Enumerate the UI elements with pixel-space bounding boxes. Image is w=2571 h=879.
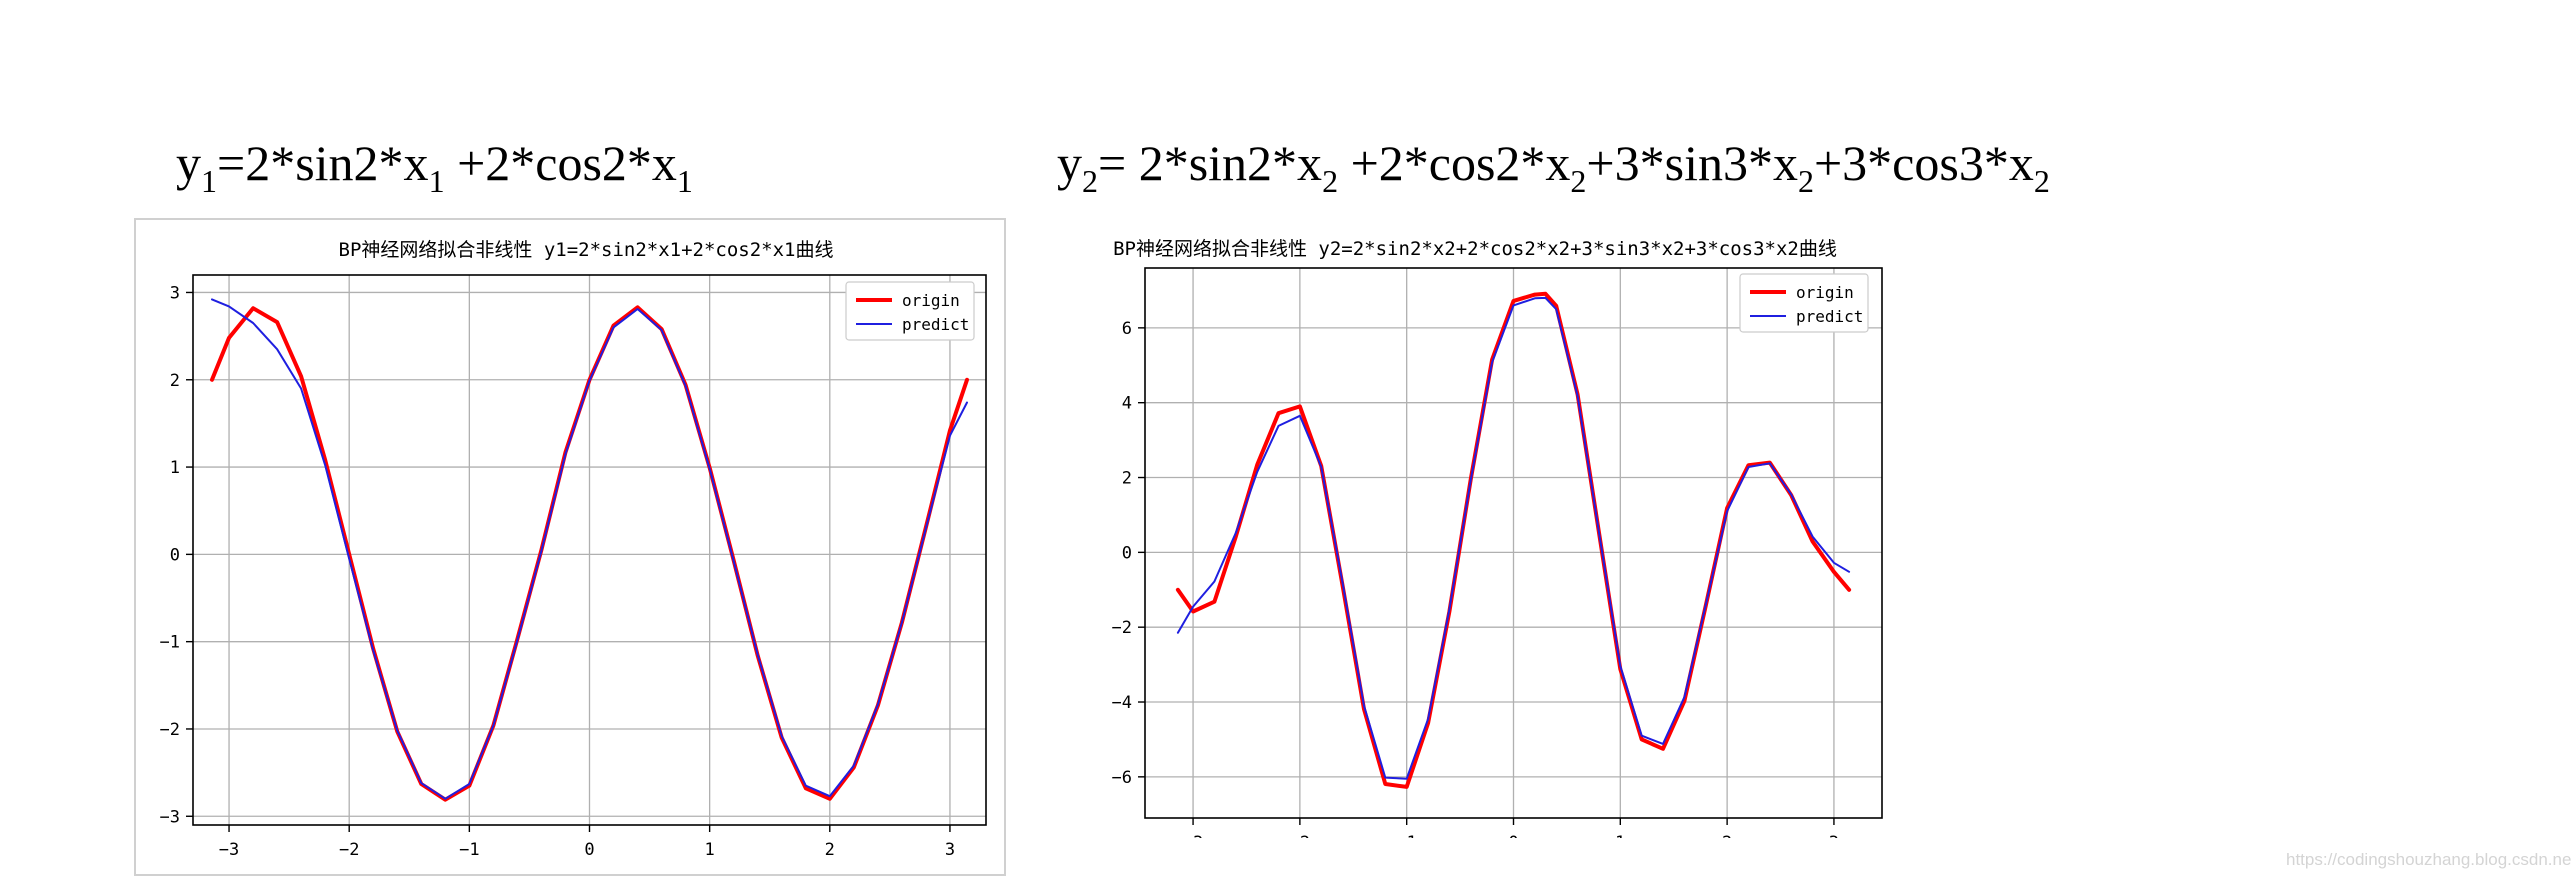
formula-y1-term2: +2*cos2*x [444, 135, 677, 191]
chart-1-xtick-label: 0 [584, 840, 594, 860]
chart-1-ytick-label: −3 [160, 807, 180, 827]
chart-1-legend-label-origin: origin [902, 291, 960, 310]
chart-1-title: BP神经网络拟合非线性 y1=2*sin2*x1+2*cos2*x1曲线 [339, 239, 834, 261]
chart-1-ytick-label: −2 [160, 720, 180, 740]
chart-2-ytick-label: 2 [1122, 469, 1132, 489]
chart-2-series-origin [1175, 291, 1852, 789]
chart-2-series-predict [1176, 296, 1851, 780]
formula-y2: y2= 2*sin2*x2 +2*cos2*x2+3*sin3*x2+3*cos… [1057, 135, 2050, 197]
chart-1-xtick-label: 3 [945, 840, 955, 860]
chart-1: BP神经网络拟合非线性 y1=2*sin2*x1+2*cos2*x1曲线 −3 −2… [160, 239, 987, 860]
chart-2-xtick-label: −2 [1290, 833, 1310, 838]
chart-1-ytick-label: 3 [170, 283, 180, 303]
chart-1-ytick-label: 1 [170, 458, 180, 478]
chart-1-xtick-label: 2 [825, 840, 835, 860]
chart-1-ytick-label: −1 [160, 633, 180, 653]
formula-y1-lhs-sub: 1 [201, 163, 217, 199]
chart-1-xtick-label: 1 [705, 840, 715, 860]
chart-2-xtick-label: −1 [1396, 833, 1416, 838]
formula-y2-term3: +3*sin3*x [1586, 135, 1798, 191]
chart-2-ytick-label: 4 [1122, 394, 1132, 414]
chart-1-xtick-label: −3 [219, 840, 239, 860]
formula-y1-lhs: y [176, 135, 201, 191]
chart-2-xtick-label: 3 [1829, 833, 1839, 838]
chart-1-legend-label-predict: predict [902, 315, 969, 334]
chart-1-series-predict [211, 298, 968, 800]
formula-y2-term1: = 2*sin2*x [1098, 135, 1323, 191]
formula-y2-sub4: 2 [2033, 163, 2050, 199]
watermark: https://codingshouzhang.blog.csdn.net [2286, 850, 2571, 869]
chart-2-frame: BP神经网络拟合非线性 y2=2*sin2*x2+2*cos2*x2+3*sin… [1080, 218, 1910, 853]
formula-y2-term4: +3*cos3*x [1813, 135, 2034, 191]
chart-2-xtick-label: 1 [1615, 833, 1625, 838]
chart-2: BP神经网络拟合非线性 y2=2*sin2*x2+2*cos2*x2+3*sin… [1112, 238, 1883, 853]
formula-y2-lhs-sub: 2 [1082, 163, 1098, 199]
chart-2-xtick-label: 2 [1722, 833, 1732, 838]
chart-1-xtick-label: −2 [339, 840, 359, 860]
formula-y2-sub3: 2 [1797, 163, 1814, 199]
chart-2-title: BP神经网络拟合非线性 y2=2*sin2*x2+2*cos2*x2+3*sin… [1113, 238, 1837, 260]
chart-1-ytick-label: 2 [170, 371, 180, 391]
formula-y1-sub2: 1 [676, 163, 693, 199]
chart-2-legend-box [1739, 273, 1869, 333]
formula-y2-lhs: y [1057, 135, 1082, 191]
chart-1-ytick-label: 0 [170, 545, 180, 565]
formula-y2-sub2: 2 [1570, 163, 1587, 199]
chart-1-xtick-label: −1 [459, 840, 479, 860]
formula-y1-term1: =2*sin2*x [217, 135, 429, 191]
chart-1-legend-box [845, 281, 975, 341]
formula-y1-sub1: 1 [428, 163, 445, 199]
chart-1-frame: BP神经网络拟合非线性 y1=2*sin2*x1+2*cos2*x1曲线 −3 −2… [134, 218, 1006, 876]
chart-2-xtick-label: 0 [1508, 833, 1518, 838]
formula-y2-term2: +2*cos2*x [1338, 135, 1571, 191]
chart-2-ytick-label: −2 [1112, 618, 1132, 638]
chart-2-ytick-label: 6 [1122, 319, 1132, 339]
chart-2-legend-label-origin: origin [1796, 283, 1854, 302]
formula-y2-sub1: 2 [1322, 163, 1339, 199]
formula-y1: y1=2*sin2*x1 +2*cos2*x1 [176, 135, 693, 197]
chart-2-xtick-label: −3 [1183, 833, 1203, 838]
chart-2-ytick-label: −4 [1112, 693, 1132, 713]
chart-2-ytick-label: −6 [1112, 768, 1132, 788]
chart-2-ytick-label: 0 [1122, 543, 1132, 563]
chart-2-legend-label-predict: predict [1796, 307, 1863, 326]
